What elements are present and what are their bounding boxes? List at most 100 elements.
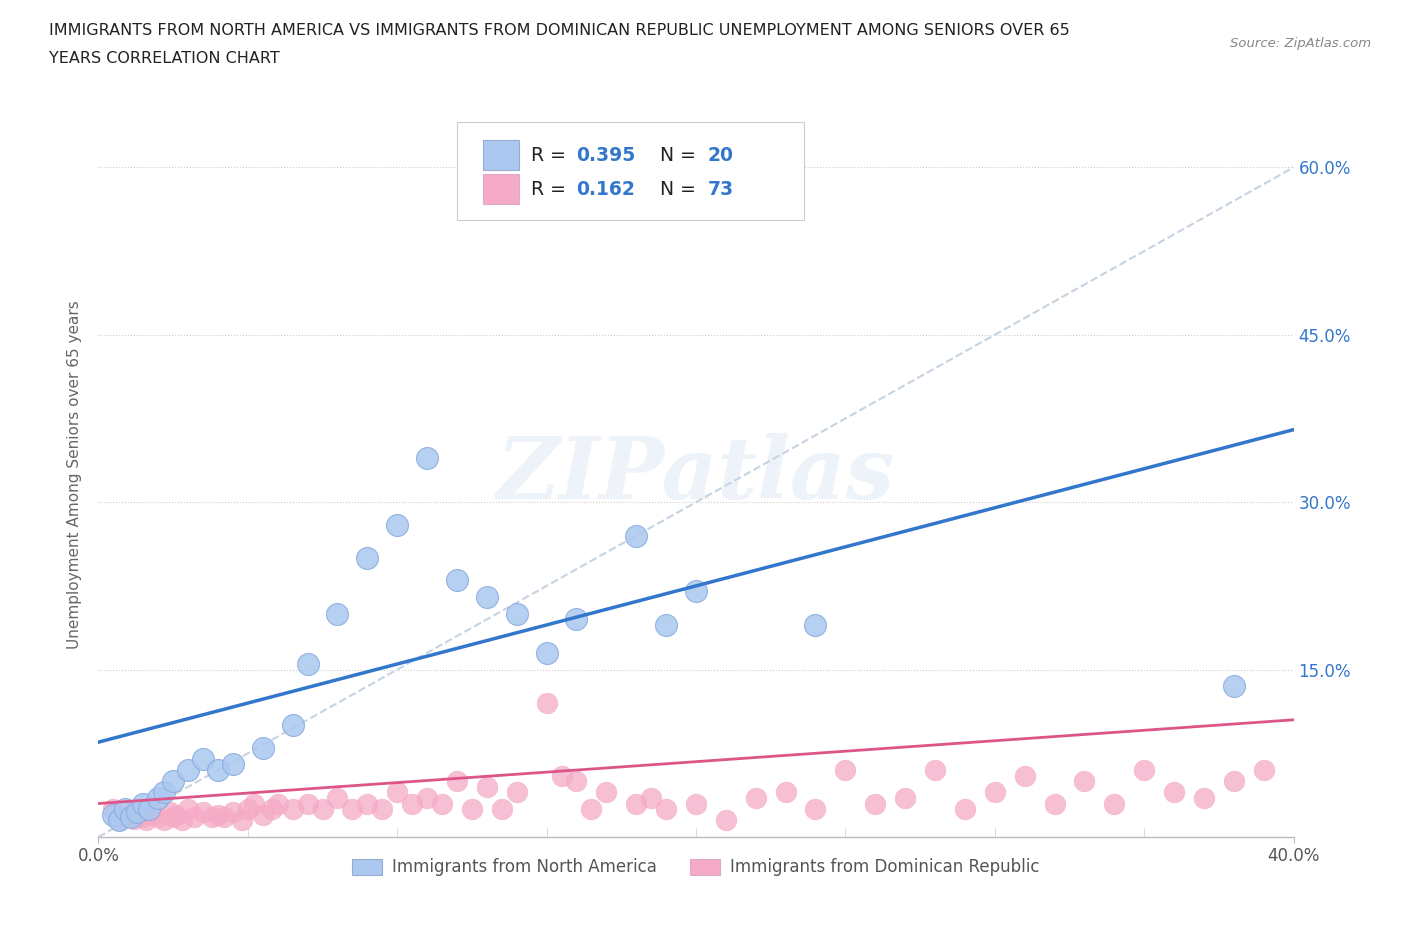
- Point: [153, 813, 176, 828]
- Point: [834, 763, 856, 777]
- Point: [124, 812, 146, 827]
- Point: [267, 796, 290, 811]
- FancyBboxPatch shape: [484, 174, 519, 205]
- Point: [342, 802, 364, 817]
- Text: IMMIGRANTS FROM NORTH AMERICA VS IMMIGRANTS FROM DOMINICAN REPUBLIC UNEMPLOYMENT: IMMIGRANTS FROM NORTH AMERICA VS IMMIGRA…: [49, 23, 1070, 38]
- Point: [655, 802, 678, 817]
- Point: [141, 807, 163, 822]
- Point: [356, 796, 378, 811]
- Point: [685, 796, 707, 811]
- Text: YEARS CORRELATION CHART: YEARS CORRELATION CHART: [49, 51, 280, 66]
- Point: [685, 584, 707, 599]
- Point: [243, 796, 266, 811]
- Point: [804, 802, 827, 817]
- Text: 0.162: 0.162: [576, 179, 636, 199]
- Point: [297, 657, 319, 671]
- Point: [714, 813, 737, 828]
- Point: [446, 774, 468, 789]
- Point: [536, 645, 558, 660]
- Point: [201, 809, 224, 824]
- Point: [103, 807, 125, 822]
- Point: [356, 551, 378, 565]
- Point: [1223, 679, 1246, 694]
- Point: [401, 796, 423, 811]
- Point: [114, 802, 136, 817]
- Point: [371, 802, 394, 817]
- Point: [924, 763, 946, 777]
- Point: [153, 785, 176, 800]
- Text: 73: 73: [709, 179, 734, 199]
- Point: [108, 813, 131, 828]
- Point: [461, 802, 484, 817]
- Point: [655, 618, 678, 632]
- Point: [172, 813, 194, 828]
- Point: [222, 757, 245, 772]
- Point: [1192, 790, 1215, 805]
- Point: [385, 517, 409, 532]
- Point: [1223, 774, 1246, 789]
- Point: [626, 528, 648, 543]
- Point: [475, 779, 498, 794]
- Point: [894, 790, 917, 805]
- Point: [565, 612, 588, 627]
- Point: [236, 802, 259, 817]
- Point: [1104, 796, 1126, 811]
- Point: [191, 805, 214, 820]
- Point: [775, 785, 797, 800]
- Point: [506, 606, 529, 621]
- Text: 0.395: 0.395: [576, 146, 636, 165]
- Legend: Immigrants from North America, Immigrants from Dominican Republic: Immigrants from North America, Immigrant…: [346, 852, 1046, 883]
- Point: [207, 807, 229, 822]
- Point: [297, 796, 319, 811]
- Point: [165, 807, 187, 822]
- Point: [1014, 768, 1036, 783]
- Point: [231, 813, 253, 828]
- Point: [311, 802, 333, 817]
- Point: [491, 802, 513, 817]
- FancyBboxPatch shape: [457, 123, 804, 220]
- Point: [745, 790, 768, 805]
- Point: [1043, 796, 1066, 811]
- Point: [1073, 774, 1095, 789]
- Point: [475, 590, 498, 604]
- Point: [865, 796, 887, 811]
- Point: [1133, 763, 1156, 777]
- Point: [132, 796, 155, 811]
- Point: [565, 774, 588, 789]
- Point: [111, 807, 134, 822]
- Point: [416, 450, 439, 465]
- Point: [281, 718, 304, 733]
- Point: [132, 809, 155, 824]
- Point: [252, 807, 274, 822]
- Point: [177, 802, 200, 817]
- Text: R =: R =: [531, 146, 572, 165]
- Text: Source: ZipAtlas.com: Source: ZipAtlas.com: [1230, 37, 1371, 50]
- Point: [138, 802, 160, 817]
- Point: [626, 796, 648, 811]
- Y-axis label: Unemployment Among Seniors over 65 years: Unemployment Among Seniors over 65 years: [67, 300, 83, 649]
- Point: [207, 763, 229, 777]
- Point: [260, 802, 283, 817]
- Point: [640, 790, 662, 805]
- Point: [385, 785, 409, 800]
- Point: [222, 805, 245, 820]
- Point: [162, 809, 184, 824]
- Point: [120, 809, 142, 824]
- Point: [416, 790, 439, 805]
- Point: [326, 790, 349, 805]
- Text: ZIPatlas: ZIPatlas: [496, 432, 896, 516]
- FancyBboxPatch shape: [484, 140, 519, 170]
- Point: [191, 751, 214, 766]
- Point: [446, 573, 468, 588]
- Point: [177, 763, 200, 777]
- Point: [127, 807, 149, 822]
- Text: N =: N =: [648, 179, 702, 199]
- Point: [281, 802, 304, 817]
- Point: [135, 813, 157, 828]
- Text: R =: R =: [531, 179, 572, 199]
- Point: [953, 802, 976, 817]
- Point: [581, 802, 603, 817]
- Point: [326, 606, 349, 621]
- Point: [103, 802, 125, 817]
- Point: [1163, 785, 1185, 800]
